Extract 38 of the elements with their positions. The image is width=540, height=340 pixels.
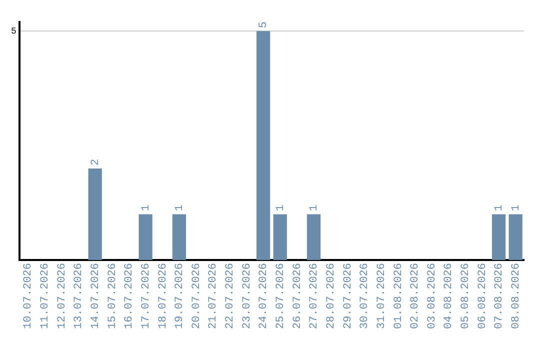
x-tick-label: 26.07.2026 xyxy=(292,262,304,330)
x-tick-label: 21.07.2026 xyxy=(208,262,220,330)
x-tick-label: 27.07.2026 xyxy=(308,262,321,330)
x-tick-label: 12.07.2026 xyxy=(56,262,68,330)
x-tick-label: 20.07.2026 xyxy=(190,262,203,330)
data-label: 1 xyxy=(140,204,152,212)
x-tick-label: 11.07.2026 xyxy=(40,262,52,330)
data-label: 1 xyxy=(275,204,288,212)
data-label: 2 xyxy=(90,158,102,166)
x-tick-label: 07.08.2026 xyxy=(494,262,506,330)
x-tick-label: 16.07.2026 xyxy=(124,262,136,330)
x-tick-label: 14.07.2026 xyxy=(90,262,102,330)
x-tick-label: 28.07.2026 xyxy=(325,262,338,330)
x-tick-label: 05.08.2026 xyxy=(460,262,472,330)
x-tick-label: 03.08.2026 xyxy=(426,262,438,330)
x-tick-label: 10.07.2026 xyxy=(22,262,35,330)
x-tick-label: 17.07.2026 xyxy=(140,262,152,330)
x-tick-label: 23.07.2026 xyxy=(241,262,254,330)
x-tick-label: 01.08.2026 xyxy=(392,262,405,330)
x-tick-label: 08.08.2026 xyxy=(510,262,522,330)
x-tick-label: 24.07.2026 xyxy=(258,262,270,330)
x-tick-label: 31.07.2026 xyxy=(376,262,388,330)
x-tick-label: 15.07.2026 xyxy=(106,262,119,330)
data-label: 1 xyxy=(308,204,321,212)
x-tick-label: 29.07.2026 xyxy=(342,262,354,330)
x-tick-label: 30.07.2026 xyxy=(359,262,372,330)
x-tick-label: 06.08.2026 xyxy=(476,262,489,330)
x-tick-label: 22.07.2026 xyxy=(224,262,237,330)
x-tick-label: 13.07.2026 xyxy=(73,262,86,330)
x-tick-label: 25.07.2026 xyxy=(275,262,288,330)
x-tick-label: 18.07.2026 xyxy=(157,262,170,330)
x-tick-label: 19.07.2026 xyxy=(174,262,186,330)
data-label: 1 xyxy=(174,204,186,212)
data-label: 1 xyxy=(510,204,522,212)
x-tick-label: 04.08.2026 xyxy=(443,262,456,330)
data-label: 1 xyxy=(494,204,506,212)
data-label: 5 xyxy=(258,22,270,28)
x-tick-label: 02.08.2026 xyxy=(410,262,422,330)
